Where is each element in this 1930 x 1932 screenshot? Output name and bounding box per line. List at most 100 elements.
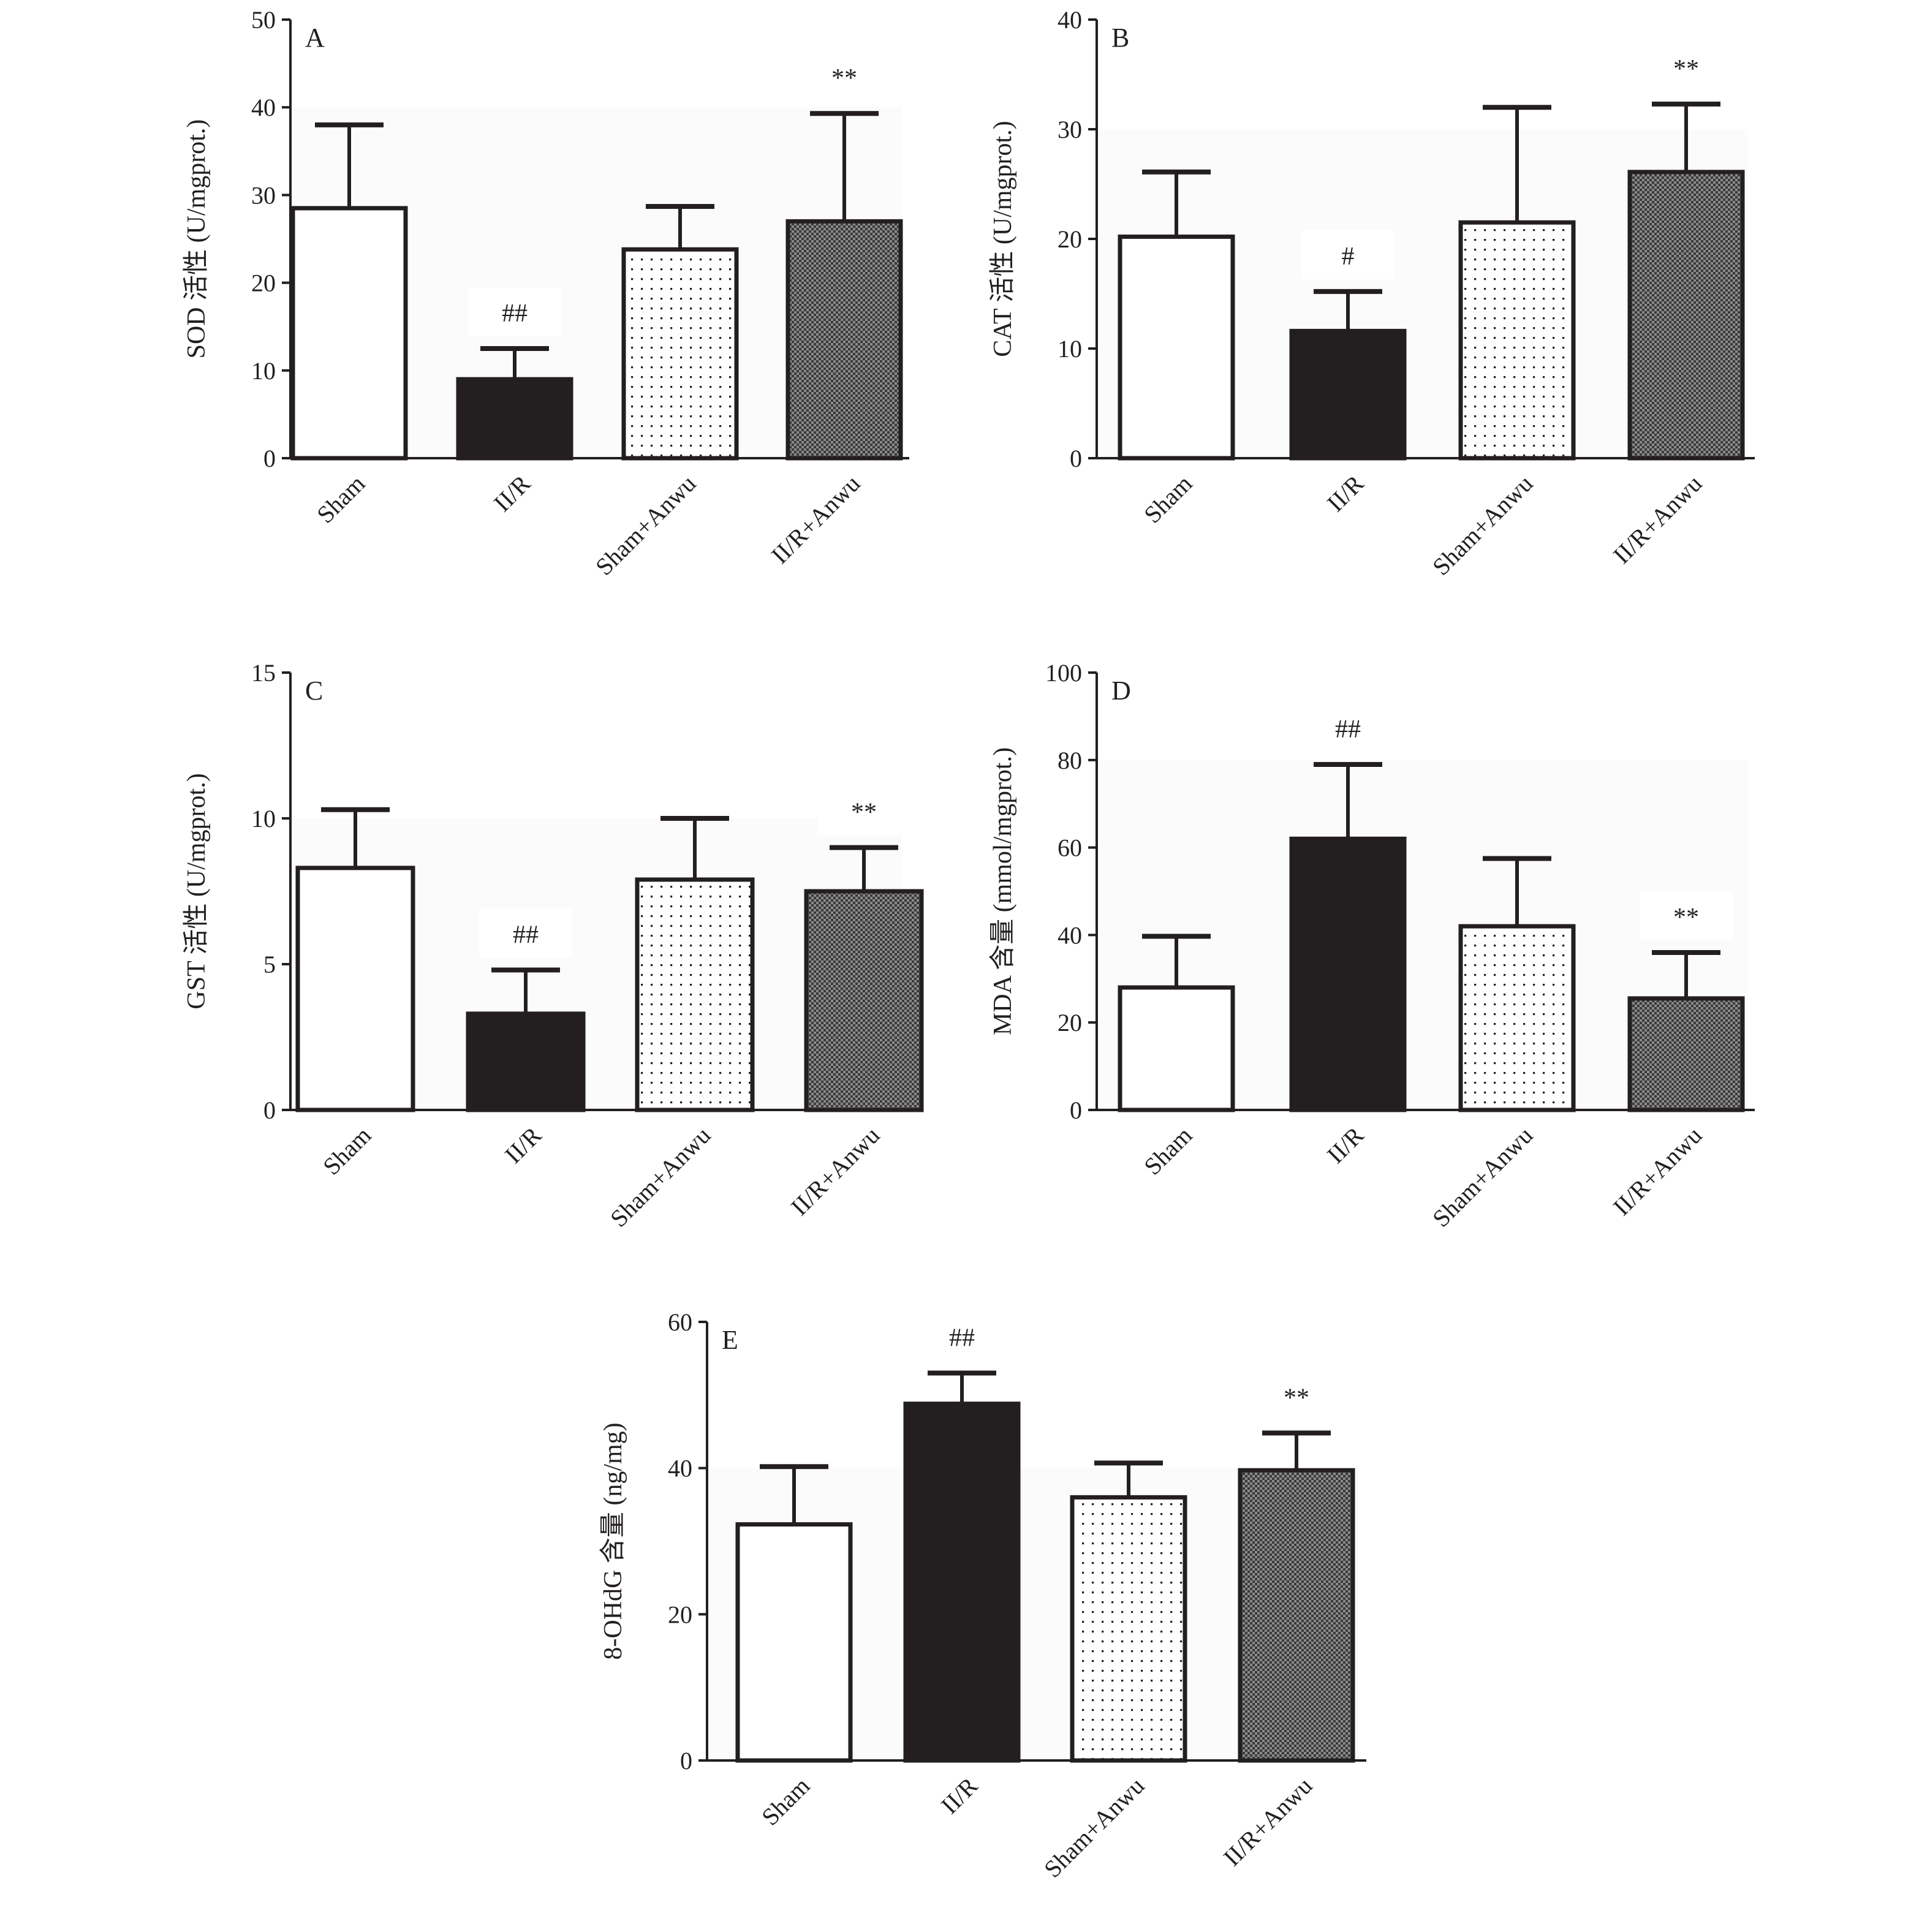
y-tick-label: 0 — [680, 1747, 692, 1775]
x-tick-label: II/R — [488, 469, 536, 517]
y-tick-label: 0 — [1070, 445, 1082, 472]
annotation-background — [1250, 1372, 1343, 1421]
panel-label: B — [1111, 23, 1129, 53]
x-tick-label: II/R+Anwu — [766, 470, 865, 569]
y-tick-label: 0 — [263, 445, 276, 472]
y-tick-label: 40 — [1058, 921, 1082, 949]
significance-annotation: # — [1342, 243, 1355, 271]
bar-ii-r-anwu — [1627, 996, 1745, 1112]
x-tick-label: Sham — [756, 1772, 815, 1831]
x-tick-label: II/R+Anwu — [785, 1122, 885, 1221]
y-tick-label: 20 — [1058, 1009, 1082, 1036]
x-tick-label: II/R+Anwu — [1608, 470, 1707, 569]
bar-sham-anwu — [1458, 220, 1576, 461]
y-tick-label: 10 — [1058, 335, 1082, 363]
y-tick-label: 40 — [668, 1455, 692, 1482]
y-tick-label: 50 — [251, 6, 276, 34]
y-tick-label: 40 — [1058, 6, 1082, 34]
chart-panel-b: 0 10 20 30 40 CAT 活性 (U/mgprot.) B Sham # II/R Sha… — [989, 6, 1755, 581]
y-tick-label: 100 — [1045, 659, 1082, 687]
panel-label: C — [305, 676, 323, 706]
bar-ii-r-anwu — [1627, 170, 1745, 461]
y-tick-label: 5 — [263, 951, 276, 978]
x-tick-label: II/R — [1322, 469, 1369, 517]
panel-label: D — [1111, 676, 1131, 706]
annotation-background — [817, 786, 910, 836]
y-tick-label: 10 — [251, 357, 276, 385]
x-tick-label: Sham+Anwu — [605, 1122, 716, 1232]
annotation-background — [915, 1311, 1009, 1361]
bar-sham — [295, 866, 415, 1112]
y-axis-label: GST 活性 (U/mgprot.) — [183, 773, 211, 1009]
bar-ii-r — [1289, 328, 1407, 461]
significance-annotation: ** — [1284, 1384, 1309, 1412]
bar-ii-r-anwu — [804, 889, 924, 1112]
y-tick-label: 80 — [1058, 747, 1082, 774]
y-tick-label: 0 — [263, 1096, 276, 1124]
bar-sham-anwu — [1070, 1495, 1187, 1763]
y-tick-label: 20 — [668, 1601, 692, 1628]
significance-annotation: ** — [1673, 55, 1699, 83]
annotation-background — [1301, 703, 1395, 752]
x-tick-label: Sham+Anwu — [590, 470, 701, 581]
bar-sham — [1118, 985, 1235, 1112]
annotation-background — [798, 52, 891, 102]
y-tick-label: 30 — [1058, 116, 1082, 143]
y-tick-label: 10 — [251, 805, 276, 832]
panel-label: A — [305, 23, 325, 53]
y-tick-label: 15 — [251, 659, 276, 687]
bar-sham — [290, 206, 408, 461]
significance-annotation: ** — [1673, 904, 1699, 932]
bar-sham-anwu — [621, 247, 739, 461]
y-tick-label: 0 — [1070, 1096, 1082, 1124]
y-tick-label: 20 — [251, 270, 276, 297]
y-tick-label: 60 — [668, 1308, 692, 1336]
annotation-background — [479, 908, 572, 958]
annotation-background — [468, 287, 561, 336]
bar-ii-r — [456, 377, 573, 461]
y-tick-label: 20 — [1058, 225, 1082, 253]
annotation-background — [1301, 230, 1395, 279]
x-tick-label: II/R — [1322, 1121, 1369, 1169]
x-tick-label: II/R — [499, 1121, 547, 1169]
x-tick-label: II/R — [936, 1772, 983, 1819]
y-axis-label: SOD 活性 (U/mgprot.) — [183, 119, 211, 359]
significance-annotation: ## — [513, 921, 539, 949]
bar-ii-r-anwu — [785, 219, 903, 461]
y-tick-label: 30 — [251, 181, 276, 209]
annotation-background — [1640, 891, 1733, 940]
chart-panel-a: 0 10 20 30 40 50 SOD 活性 (U/mgprot.) A Sham ## II/R… — [183, 6, 909, 581]
x-tick-label: Sham+Anwu — [1427, 470, 1538, 581]
annotation-background — [1640, 42, 1733, 92]
x-tick-label: Sham — [311, 470, 370, 529]
x-tick-label: II/R+Anwu — [1608, 1122, 1707, 1221]
bar-sham-anwu — [635, 877, 755, 1112]
chart-panel-d: 0 20 40 60 80 100 MDA 含量 (mmol/mgprot.) D Sham ##… — [989, 659, 1755, 1232]
bar-sham — [735, 1522, 853, 1763]
significance-annotation: ## — [949, 1324, 975, 1353]
x-tick-label: II/R+Anwu — [1218, 1772, 1317, 1871]
x-tick-label: Sham+Anwu — [1427, 1122, 1538, 1232]
y-axis-label: MDA 含量 (mmol/mgprot.) — [989, 747, 1017, 1035]
significance-annotation: ** — [851, 799, 877, 827]
chart-panel-e: 0 20 40 60 8-OHdG 含量 (ng/mg) E Sham ## II/R Sham+… — [599, 1308, 1366, 1883]
chart-panel-c: 0 5 10 15 GST 活性 (U/mgprot.) C Sham ## II/R Sham+… — [183, 659, 924, 1232]
significance-annotation: ## — [1335, 715, 1361, 744]
x-tick-label: Sham+Anwu — [1039, 1772, 1149, 1883]
bar-ii-r — [1289, 836, 1407, 1112]
bar-sham-anwu — [1458, 924, 1576, 1112]
x-tick-label: Sham — [1138, 470, 1197, 529]
x-tick-label: Sham — [317, 1122, 376, 1180]
bar-ii-r-anwu — [1238, 1468, 1355, 1763]
y-tick-label: 60 — [1058, 834, 1082, 862]
significance-annotation: ## — [502, 300, 528, 328]
bar-ii-r — [903, 1402, 1021, 1763]
panel-label: E — [722, 1325, 738, 1355]
y-tick-label: 40 — [251, 94, 276, 121]
y-axis-label: CAT 活性 (U/mgprot.) — [989, 121, 1017, 357]
bar-ii-r — [466, 1011, 586, 1112]
significance-annotation: ** — [831, 64, 857, 92]
bar-sham — [1118, 234, 1235, 461]
x-tick-label: Sham — [1138, 1122, 1197, 1180]
